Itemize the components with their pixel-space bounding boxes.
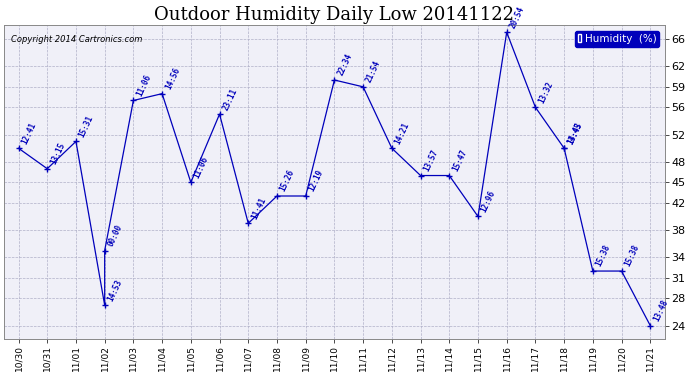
Text: 14:53: 14:53 — [106, 278, 124, 302]
Text: 12:19: 12:19 — [307, 168, 325, 193]
Text: 13:32: 13:32 — [537, 80, 555, 105]
Text: 15:26: 15:26 — [278, 168, 296, 193]
Text: 13:57: 13:57 — [422, 148, 440, 173]
Text: Copyright 2014 Cartronics.com: Copyright 2014 Cartronics.com — [11, 35, 142, 44]
Text: 13:15: 13:15 — [48, 141, 66, 166]
Text: 14:56: 14:56 — [164, 66, 181, 91]
Legend: Humidity  (%): Humidity (%) — [575, 31, 660, 47]
Text: 14:45: 14:45 — [566, 121, 584, 146]
Text: 14:21: 14:21 — [393, 121, 411, 146]
Text: 13:48: 13:48 — [651, 298, 669, 323]
Text: 11:06: 11:06 — [135, 73, 152, 98]
Title: Outdoor Humidity Daily Low 20141122: Outdoor Humidity Daily Low 20141122 — [155, 6, 515, 24]
Text: 22:34: 22:34 — [336, 53, 354, 77]
Text: 15:31: 15:31 — [77, 114, 95, 139]
Text: 11:06: 11:06 — [193, 155, 210, 180]
Text: 15:38: 15:38 — [594, 243, 612, 268]
Text: 15:38: 15:38 — [623, 243, 641, 268]
Text: 23:11: 23:11 — [221, 87, 239, 111]
Text: 13:43: 13:43 — [566, 121, 584, 146]
Text: 20:54: 20:54 — [508, 5, 526, 30]
Text: 00:00: 00:00 — [106, 223, 124, 248]
Text: 11:41: 11:41 — [250, 196, 268, 220]
Text: 21:54: 21:54 — [364, 59, 382, 84]
Text: 15:47: 15:47 — [451, 148, 469, 173]
Text: 12:41: 12:41 — [20, 121, 38, 146]
Text: 12:96: 12:96 — [480, 189, 497, 214]
